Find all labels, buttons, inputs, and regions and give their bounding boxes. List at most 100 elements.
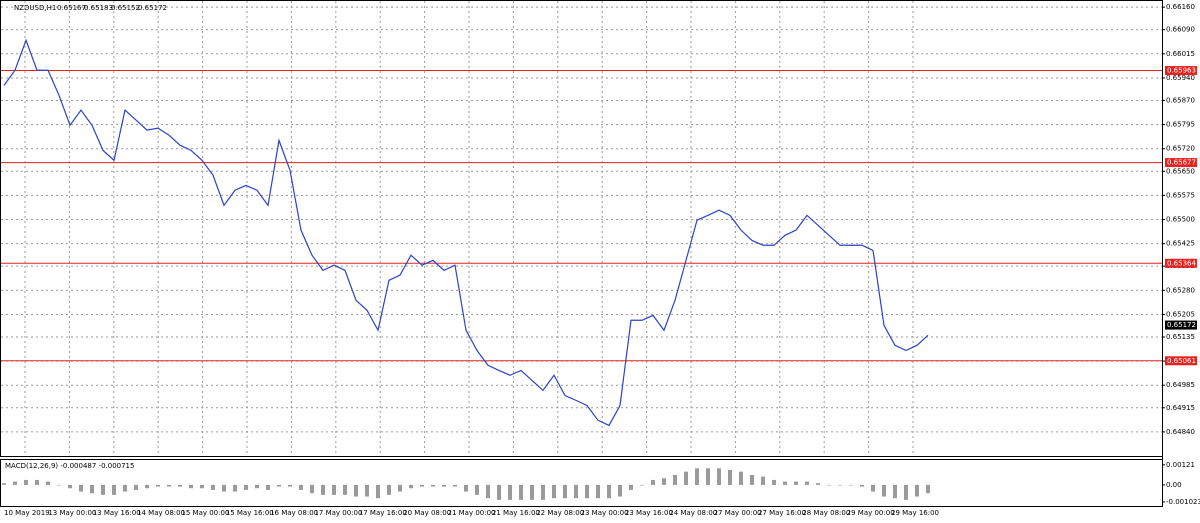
macd-bar <box>684 471 688 485</box>
level-label: 0.65364 <box>1167 259 1196 267</box>
macd-bar <box>552 484 556 499</box>
x-tick-label: 21 May 00:00 <box>448 509 496 517</box>
y-tick-label: 0.66160 <box>1166 3 1195 11</box>
y-tick-label: 0.64840 <box>1166 428 1195 436</box>
macd-bar <box>13 481 17 485</box>
macd-bar <box>134 484 138 490</box>
macd-bar <box>79 484 83 492</box>
macd-bar <box>387 484 391 495</box>
macd-bar <box>90 484 94 494</box>
x-tick-label: 15 May 16:00 <box>226 509 274 517</box>
macd-bar <box>255 484 259 489</box>
macd-bar <box>376 484 380 499</box>
price-line <box>3 38 929 427</box>
x-tick-label: 24 May 08:00 <box>669 509 717 517</box>
y-tick-label: 0.65135 <box>1166 333 1195 341</box>
macd-bar <box>332 484 336 495</box>
macd-bar <box>321 484 325 495</box>
x-tick-label: 27 May 00:00 <box>714 509 762 517</box>
macd-bar <box>442 484 446 487</box>
macd-bar <box>816 483 820 485</box>
macd-bar <box>123 484 127 492</box>
macd-bar <box>211 484 215 490</box>
x-tick-label: 29 May 00:00 <box>847 509 895 517</box>
y-tick-label: 0.65205 <box>1166 310 1195 318</box>
macd-bar <box>739 471 743 485</box>
macd-bar <box>750 474 754 485</box>
quote-value: 0.65172 <box>138 4 167 12</box>
y-tick-label: 0.00121 <box>1166 461 1195 469</box>
macd-bar <box>871 484 875 492</box>
macd-bar <box>629 484 633 490</box>
macd-bar <box>24 479 28 485</box>
x-tick-label: 20 May 08:00 <box>403 509 451 517</box>
macd-bar <box>178 484 182 487</box>
macd-bar <box>68 484 72 489</box>
macd-bar <box>904 484 908 500</box>
level-tag <box>1165 258 1197 268</box>
level-tag <box>1165 66 1197 76</box>
macd-title: MACD(12,26,9) -0.000487 -0.000715 <box>5 462 134 470</box>
macd-bar <box>673 474 677 485</box>
quote-value: 0.65152 <box>111 4 140 12</box>
x-tick-label: 16 May 08:00 <box>270 509 318 517</box>
macd-bar <box>915 484 919 497</box>
macd-bar <box>35 479 39 485</box>
last-price-tag <box>1165 320 1197 330</box>
macd-bar <box>926 484 930 494</box>
y-tick-label: 0.65870 <box>1166 96 1195 104</box>
macd-bar <box>244 484 248 490</box>
macd-bar <box>805 481 809 485</box>
y-tick-label: 0.00 <box>1166 481 1182 489</box>
level-label: 0.65061 <box>1167 357 1196 365</box>
macd-bar <box>574 484 578 499</box>
x-tick-label: 21 May 16:00 <box>492 509 540 517</box>
macd-bar <box>728 469 732 485</box>
y-tick-label: 0.64985 <box>1166 381 1195 389</box>
level-label: 0.65963 <box>1167 67 1196 75</box>
y-tick-label: 0.65650 <box>1166 167 1195 175</box>
macd-bar <box>640 484 644 486</box>
macd-bar <box>838 484 842 486</box>
x-tick-label: 23 May 00:00 <box>581 509 629 517</box>
macd-bar <box>310 484 314 494</box>
x-tick-label: 17 May 00:00 <box>314 509 362 517</box>
macd-bar <box>541 484 545 500</box>
macd-bar <box>167 484 171 487</box>
macd-bar <box>783 481 787 485</box>
y-tick-label: 0.64915 <box>1166 404 1195 412</box>
macd-bar <box>420 484 424 487</box>
macd-bar <box>453 484 457 487</box>
macd-bar <box>849 484 853 486</box>
macd-bar <box>508 484 512 500</box>
macd-bar <box>57 484 61 486</box>
macd-bar <box>409 484 413 489</box>
macd-bar <box>398 484 402 492</box>
macd-bar <box>156 484 160 487</box>
macd-bar <box>145 484 149 489</box>
x-tick-label: 27 May 16:00 <box>758 509 806 517</box>
x-tick-label: 13 May 16:00 <box>93 509 141 517</box>
macd-bar <box>189 484 193 489</box>
macd-bar <box>233 484 237 492</box>
macd-bar <box>882 484 886 497</box>
macd-bar <box>706 468 710 485</box>
symbol: NZDUSD,H1 <box>14 4 56 12</box>
macd-bar <box>519 484 523 500</box>
macd-bar <box>365 484 369 497</box>
macd-bar <box>464 484 468 492</box>
macd-bar <box>266 484 270 490</box>
macd-bar <box>299 484 303 490</box>
macd-bar <box>893 484 897 499</box>
macd-bar <box>860 484 864 487</box>
y-tick-label: 0.65425 <box>1166 240 1195 248</box>
macd-bar <box>827 484 831 486</box>
macd-bar <box>651 479 655 485</box>
quote-value: 0.65183 <box>84 4 113 12</box>
quote-value: 0.65167 <box>57 4 86 12</box>
y-tick-label: 0.65500 <box>1166 216 1195 224</box>
y-tick-label: 0.65575 <box>1166 191 1195 199</box>
macd-bar <box>695 468 699 485</box>
